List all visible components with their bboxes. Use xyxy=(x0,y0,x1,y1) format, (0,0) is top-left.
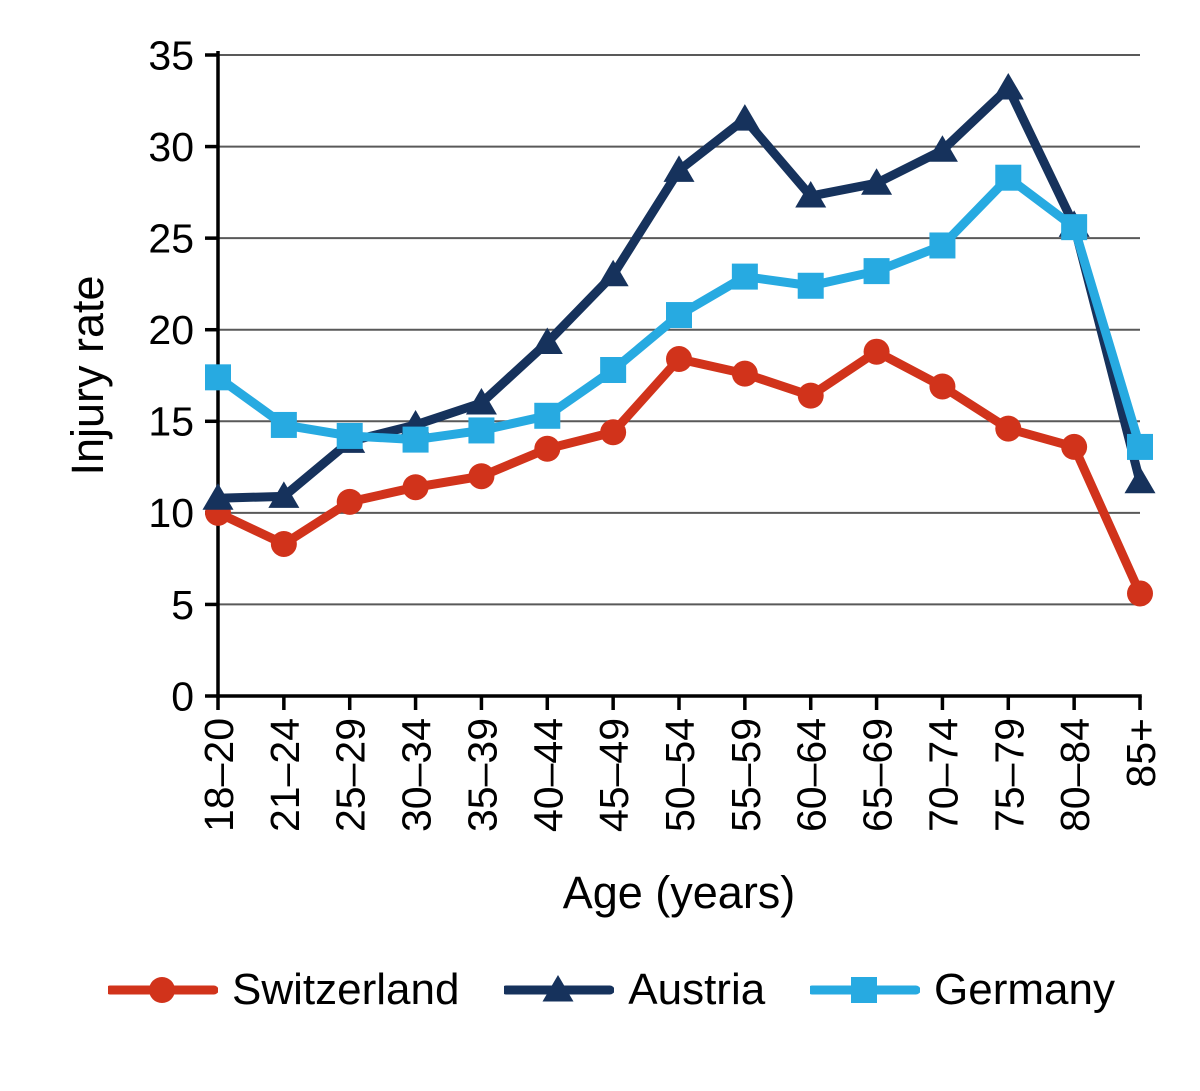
legend-item-switzerland: Switzerland xyxy=(108,968,459,1012)
x-tick-label: 35–39 xyxy=(459,718,505,832)
y-tick-label: 35 xyxy=(148,32,194,78)
x-tick-label: 85+ xyxy=(1118,718,1164,788)
legend-label-austria: Austria xyxy=(628,965,766,1014)
data-point xyxy=(995,415,1022,442)
x-tick-label: 65–69 xyxy=(855,718,901,832)
data-point xyxy=(663,155,695,182)
austria-line-marker-icon xyxy=(504,975,615,1002)
data-point xyxy=(666,302,692,329)
data-point xyxy=(797,382,824,409)
data-point xyxy=(270,411,297,438)
data-point xyxy=(205,364,231,391)
series-germany xyxy=(205,164,1153,460)
data-point xyxy=(863,338,890,365)
x-tick-label: 55–59 xyxy=(723,718,769,832)
x-tick-label: 25–29 xyxy=(328,718,374,832)
data-point xyxy=(731,263,758,290)
y-axis-title: Injury rate xyxy=(62,275,113,475)
y-tick-label: 0 xyxy=(171,673,194,719)
x-axis-title: Age (years) xyxy=(563,867,796,918)
x-tick-label: 30–34 xyxy=(394,718,440,832)
data-point xyxy=(851,977,878,1003)
y-tick-label: 15 xyxy=(148,399,194,445)
data-point xyxy=(336,422,363,449)
germany-line-marker-icon xyxy=(810,977,921,1003)
data-point xyxy=(149,977,175,1003)
y-gridlines xyxy=(218,54,1140,606)
data-point xyxy=(1124,466,1156,494)
axis-ticks xyxy=(205,53,1142,710)
data-point xyxy=(666,346,692,373)
x-tick-label: 40–44 xyxy=(525,718,571,832)
switzerland-line-marker-icon xyxy=(108,977,218,1003)
data-point xyxy=(731,360,758,387)
x-tick-label: 50–54 xyxy=(657,718,703,832)
data-point xyxy=(542,975,574,1002)
data-point xyxy=(597,259,629,287)
y-tick-label: 25 xyxy=(148,215,194,261)
data-point xyxy=(600,419,627,446)
x-tick-label: 75–79 xyxy=(986,718,1032,832)
data-point xyxy=(795,181,827,208)
data-point xyxy=(534,435,561,462)
x-tick-label: 80–84 xyxy=(1052,718,1098,832)
legend-label-switzerland: Switzerland xyxy=(232,965,460,1014)
x-tick-label: 21–24 xyxy=(262,718,308,832)
data-point xyxy=(995,164,1022,191)
data-point xyxy=(863,258,890,285)
data-point xyxy=(797,272,824,299)
data-point xyxy=(1061,433,1088,460)
axes xyxy=(216,51,1142,698)
x-tick-label: 18–20 xyxy=(196,718,242,832)
data-point xyxy=(531,327,563,355)
y-tick-label: 30 xyxy=(148,124,194,170)
data-point xyxy=(402,426,429,453)
y-tick-labels: 0 5 10 15 20 25 30 35 xyxy=(148,32,194,719)
x-tick-label: 60–64 xyxy=(789,718,835,832)
chart-legend: Switzerland Austria Germany xyxy=(0,968,1200,1012)
data-point xyxy=(729,104,761,131)
data-point xyxy=(468,417,495,444)
x-tick-label: 45–49 xyxy=(591,718,637,832)
x-tick-label: 70–74 xyxy=(920,718,966,832)
series-line xyxy=(213,346,1145,598)
legend-item-germany: Germany xyxy=(810,968,1115,1012)
data-point xyxy=(202,483,234,510)
data-point xyxy=(268,481,300,508)
y-tick-label: 5 xyxy=(171,582,194,628)
data-point xyxy=(1061,214,1088,241)
data-point xyxy=(402,474,429,501)
data-point xyxy=(600,357,627,384)
data-point xyxy=(929,232,956,259)
injury-rate-line-chart: 0 5 10 15 20 25 30 35 18–20 21–24 25–29 30–34 35–39 4… xyxy=(62,32,1164,918)
legend-item-austria: Austria xyxy=(504,968,765,1012)
y-tick-label: 20 xyxy=(148,307,194,353)
data-point xyxy=(336,488,363,515)
data-point xyxy=(1127,580,1153,607)
data-point xyxy=(465,387,497,415)
data-point xyxy=(926,135,958,162)
data-point xyxy=(270,530,297,557)
data-point xyxy=(861,168,893,195)
legend-label-germany: Germany xyxy=(934,965,1115,1014)
y-tick-label: 10 xyxy=(148,490,194,536)
data-point xyxy=(468,463,495,490)
series-switzerland xyxy=(205,338,1153,607)
data-point xyxy=(1127,433,1153,460)
x-tick-labels: 18–20 21–24 25–29 30–34 35–39 40–44 45–49 50–54… xyxy=(196,718,1164,832)
data-point xyxy=(929,373,956,400)
data-point xyxy=(534,402,561,429)
data-point xyxy=(992,72,1024,100)
